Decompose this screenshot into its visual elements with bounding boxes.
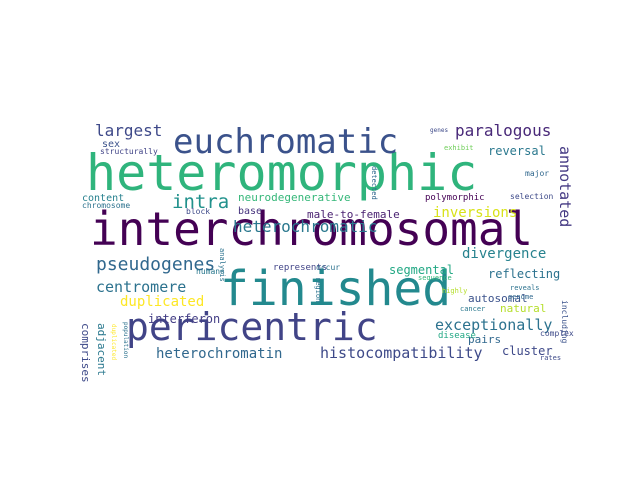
word-8: largest <box>95 121 162 140</box>
word-43: occur <box>316 263 340 272</box>
word-29: content <box>82 193 124 204</box>
word-20: autosomal <box>468 292 528 305</box>
word-45: sequence <box>418 274 452 282</box>
word-35: structurally <box>100 147 158 156</box>
word-2: finished <box>220 261 451 317</box>
word-49: genome <box>508 293 533 301</box>
word-23: adjacent <box>95 323 108 376</box>
word-30: chromosome <box>82 201 130 210</box>
word-5: intra <box>172 191 229 213</box>
word-41: detected <box>370 166 378 200</box>
word-13: histocompatibility <box>320 344 483 362</box>
word-26: pairs <box>468 333 501 346</box>
word-32: block <box>186 207 210 216</box>
word-6: heterochromatic <box>233 217 378 236</box>
word-3: pericentric <box>126 305 378 349</box>
word-52: disease <box>438 331 476 341</box>
word-17: annotated <box>556 146 574 227</box>
word-14: heterochromatin <box>156 346 282 362</box>
word-11: duplicated <box>120 294 204 310</box>
word-38: major <box>525 169 549 178</box>
word-56: duplicated <box>110 324 117 361</box>
word-44: region <box>314 277 322 302</box>
word-28: neurodegenerative <box>238 191 351 204</box>
word-22: interferon <box>148 312 220 326</box>
word-16: inversions <box>433 205 517 221</box>
word-4: euchromatic <box>173 122 398 162</box>
word-36: genes <box>430 127 448 134</box>
word-33: reversal <box>488 144 546 158</box>
word-21: natural <box>500 302 546 315</box>
word-19: reflecting <box>488 267 560 281</box>
word-15: divergence <box>462 246 546 262</box>
word-57: population <box>122 322 129 359</box>
word-9: paralogous <box>455 121 551 140</box>
word-12: exceptionally <box>435 316 552 334</box>
word-53: rates <box>540 354 561 362</box>
word-31: base <box>238 206 262 217</box>
word-18: segmental <box>389 263 454 277</box>
word-46: highly <box>442 287 467 295</box>
word-39: selection <box>510 192 554 201</box>
word-1: interchromosomal <box>90 202 533 256</box>
word-47: cancer <box>460 305 485 313</box>
word-54: humans <box>196 267 225 276</box>
word-40: polymorphic <box>425 193 485 203</box>
word-37: exhibit <box>444 144 474 152</box>
word-27: male-to-female <box>307 208 400 221</box>
word-7: pseudogenes <box>96 254 215 275</box>
word-42: represents <box>273 263 327 273</box>
word-34: sex <box>102 139 120 150</box>
word-48: reveals <box>510 284 540 292</box>
word-0: heteromorphic <box>86 144 477 202</box>
word-10: centromere <box>96 278 186 296</box>
word-51: including <box>560 300 569 344</box>
word-25: cluster <box>502 344 553 358</box>
word-24: comprises <box>79 323 92 383</box>
word-55: analysis <box>218 248 226 282</box>
word-50: complex <box>540 329 574 338</box>
